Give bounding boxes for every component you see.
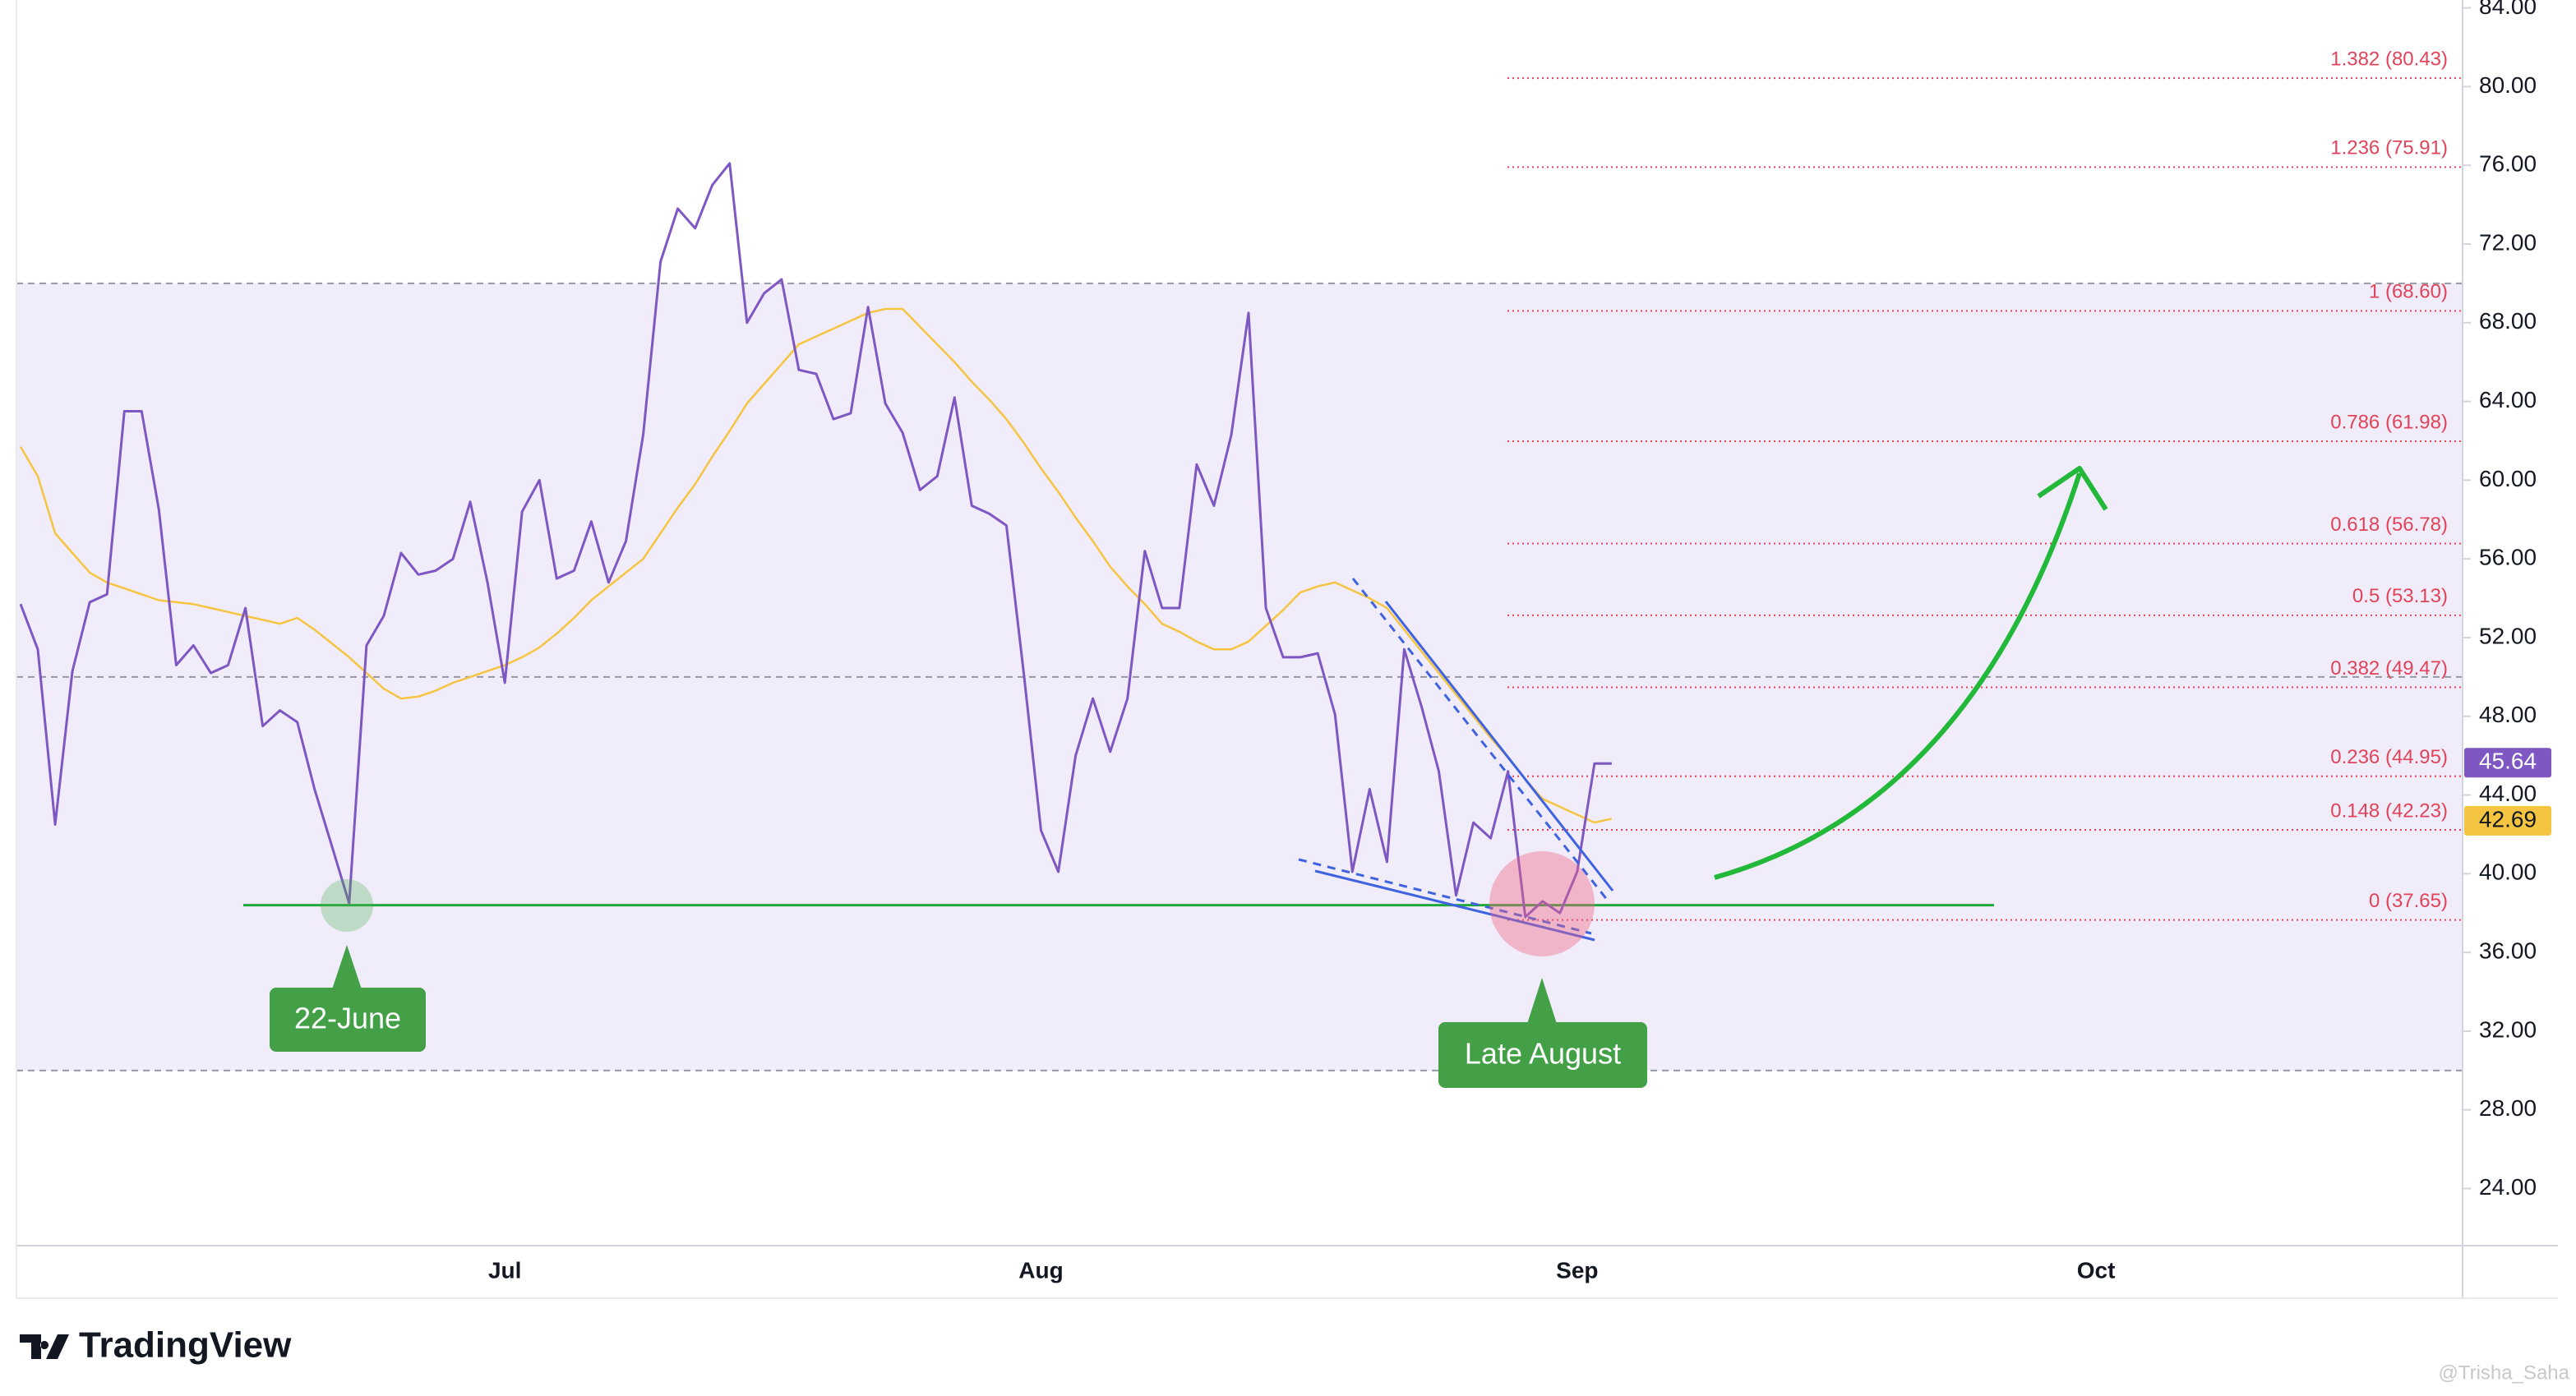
y-tick-label: 48.00	[2479, 702, 2537, 727]
fib-label: 0.618 (56.78)	[2330, 514, 2448, 536]
y-tick-label: 32.00	[2479, 1016, 2537, 1042]
fib-label: 0.5 (53.13)	[2352, 585, 2448, 607]
trend-line	[1351, 578, 1609, 901]
y-tick-label: 76.00	[2479, 151, 2537, 177]
price-marker	[2464, 805, 2551, 836]
x-tick-label: Oct	[2077, 1257, 2116, 1283]
series-line	[19, 307, 1613, 824]
price-marker-label: 42.69	[2479, 806, 2537, 832]
trend-line	[1314, 869, 1595, 942]
y-tick-label: 80.00	[2479, 72, 2537, 98]
x-tick-label: Sep	[1556, 1257, 1598, 1283]
callout-pointer	[1527, 978, 1557, 1024]
y-tick-label: 56.00	[2479, 545, 2537, 570]
arrow	[1714, 472, 2082, 880]
x-tick-label: Jul	[488, 1257, 521, 1283]
y-tick-label: 40.00	[2479, 859, 2537, 885]
callout-label: 22-June	[294, 1002, 401, 1035]
y-tick-label: 84.00	[2479, 0, 2537, 19]
y-tick-label: 44.00	[2479, 781, 2537, 806]
y-tick-label: 28.00	[2479, 1095, 2537, 1121]
lines-layer	[19, 162, 1613, 919]
fib-label: 0.236 (44.95)	[2330, 746, 2448, 768]
fib-label: 1.236 (75.91)	[2330, 137, 2448, 159]
logo-icon	[20, 1334, 69, 1359]
logo-text: TradingView	[79, 1325, 292, 1366]
fib-label: 0.382 (49.47)	[2330, 657, 2448, 680]
watermark: @Trisha_Saha	[2438, 1361, 2569, 1384]
x-tick-label: Aug	[1018, 1257, 1063, 1283]
drawings: 22-June Late August	[270, 466, 2108, 1088]
grid-layer: 1.382 (80.43) 1.236 (75.91) 1 (68.60) 0.786…	[243, 48, 2463, 921]
fib-label: 0 (37.65)	[2369, 890, 2448, 912]
callout-box	[1438, 1022, 1647, 1088]
y-tick-label: 52.00	[2479, 623, 2537, 648]
callout-label: Late August	[1465, 1037, 1621, 1071]
fib-label: 1.382 (80.43)	[2330, 48, 2448, 70]
highlight-circle	[321, 879, 373, 932]
y-tick-label: 72.00	[2479, 229, 2537, 255]
trend-line	[1384, 601, 1614, 892]
callout-box	[270, 988, 426, 1052]
highlight-circle	[1489, 851, 1595, 956]
y-tick-label: 24.00	[2479, 1174, 2537, 1200]
price-marker-label: 45.64	[2479, 749, 2537, 774]
callout-pointer	[332, 945, 362, 989]
fib-label: 1 (68.60)	[2369, 281, 2448, 303]
band-layer	[16, 282, 2463, 1071]
price-marker	[2464, 748, 2551, 778]
logo: TradingView	[20, 1325, 292, 1366]
y-tick-label: 64.00	[2479, 387, 2537, 412]
arrow-head	[2037, 466, 2108, 511]
axis-layer: 24.00 28.00 32.00 36.00 40.00 44.00 48.00 52.00…	[16, 0, 2558, 1299]
y-tick-label: 60.00	[2479, 466, 2537, 491]
y-tick-label: 36.00	[2479, 938, 2537, 964]
fib-label: 0.148 (42.23)	[2330, 799, 2448, 822]
fib-label: 0.786 (61.98)	[2330, 411, 2448, 433]
y-tick-label: 68.00	[2479, 308, 2537, 334]
series-line	[19, 162, 1612, 919]
trend-line	[1298, 858, 1592, 935]
